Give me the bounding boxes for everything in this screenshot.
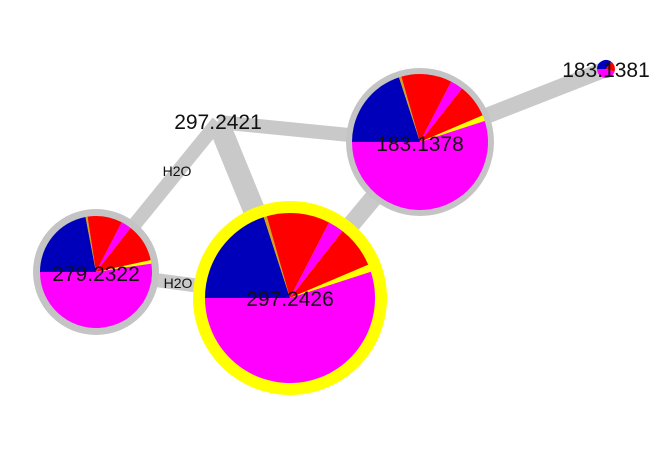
pie-slice-magenta xyxy=(96,222,131,272)
pie-slice-red xyxy=(87,216,122,272)
pie-slice-magenta xyxy=(352,120,488,211)
pie-slice-red xyxy=(96,227,151,272)
pie-slice-magenta xyxy=(420,81,463,142)
pie-slice-yellow xyxy=(290,264,371,298)
pie-slice-magenta xyxy=(597,69,615,79)
pie-slice-magenta xyxy=(290,222,343,298)
pie-slice-red xyxy=(266,213,330,298)
node-label: 183.1381 xyxy=(562,59,650,82)
node-n297_2426[interactable] xyxy=(193,201,387,395)
pie-slice-red xyxy=(290,231,369,298)
node-label: 297.2421 xyxy=(174,111,262,134)
pie-slice-orange xyxy=(263,216,290,298)
pie-slice-orange xyxy=(398,76,420,142)
node-n183_1381[interactable] xyxy=(597,60,615,79)
edge-label: H2O xyxy=(164,275,193,291)
node-n279_2322[interactable] xyxy=(33,209,159,335)
edge-label: H2O xyxy=(163,163,192,179)
pie-slice-blue xyxy=(40,216,96,272)
pie-slice-orange xyxy=(85,216,96,272)
nodes-layer xyxy=(33,60,615,395)
pie-slice-red xyxy=(420,88,483,142)
node-label: 297.2426 xyxy=(246,288,334,311)
pie-slice-blue xyxy=(352,77,420,142)
labels-layer: H2O H2O 297.2421 183.1378 183.1381 279.2322 29… xyxy=(52,59,650,311)
pie-slice-blue xyxy=(597,60,612,69)
pie-slice-yellow xyxy=(96,260,152,272)
pie-slice-magenta xyxy=(40,263,152,328)
pie-slice-yellow xyxy=(420,115,485,142)
pie-slice-blue xyxy=(205,217,290,298)
pie-slice-magenta xyxy=(205,271,376,383)
node-label: 279.2322 xyxy=(52,263,140,286)
node-label: 183.1378 xyxy=(376,133,464,156)
node-n183_1378[interactable] xyxy=(346,68,494,216)
pie-slice-red xyxy=(401,74,452,142)
pie-slice-red xyxy=(606,61,615,72)
